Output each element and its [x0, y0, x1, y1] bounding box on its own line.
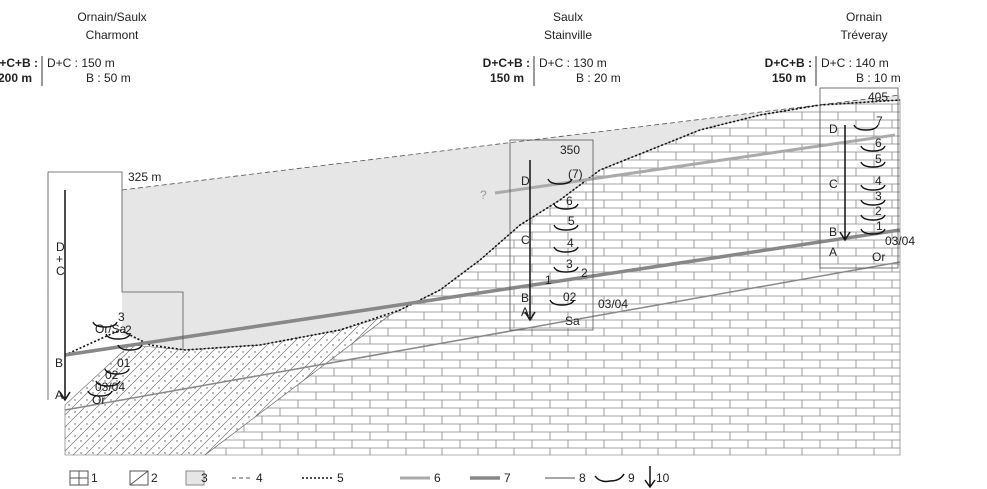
profile-label: 5 [875, 152, 882, 166]
profile-label: 4 [567, 236, 574, 250]
legend-label: 8 [579, 471, 586, 485]
diagram: Ornain/SaulxCharmontD+C+B :200 mD+C : 15… [0, 0, 987, 489]
profile-label: (7) [568, 167, 583, 181]
legend-label: 4 [256, 471, 263, 485]
profile-label: 03/04 [598, 297, 628, 311]
profile-label: C [829, 177, 838, 191]
river: Saulx [553, 10, 583, 24]
legend-symbol [70, 471, 88, 485]
b-thickness: B : 20 m [576, 71, 621, 85]
total: 150 m [490, 71, 524, 85]
legend-label: 5 [337, 471, 344, 485]
profile-label: 03/04 [95, 380, 125, 394]
b-thickness: B : 50 m [86, 71, 131, 85]
profile-label: 02 [563, 290, 577, 304]
dc-thickness: D+C : 140 m [821, 56, 889, 70]
profile-label: 350 [560, 143, 580, 157]
profile-label: 2 [875, 204, 882, 218]
profile-label: C [56, 264, 65, 278]
geology [48, 88, 900, 455]
profile-label: Or/Sa [95, 322, 127, 336]
total-label: D+C+B : [483, 56, 530, 70]
river: Ornain [846, 10, 882, 24]
profile-label: B [521, 291, 529, 305]
profile-label: 6 [566, 194, 573, 208]
profile-label: A [521, 305, 529, 319]
legend-symbol [595, 474, 624, 481]
legend-label: 1 [91, 471, 98, 485]
profile-label: 5 [568, 214, 575, 228]
profile-label: 03/04 [885, 234, 915, 248]
profile-label: 01 [117, 356, 131, 370]
legend-label: 3 [201, 471, 208, 485]
legend-symbol [130, 471, 148, 485]
site: Stainville [544, 28, 592, 42]
profile-label: 2 [581, 266, 588, 280]
profile-label: 2 [125, 323, 132, 337]
legend-label: 9 [628, 471, 635, 485]
profile-label: Or [872, 250, 885, 264]
dc-thickness: D+C : 130 m [539, 56, 607, 70]
profile-label: D [521, 174, 530, 188]
legend-label: 7 [504, 471, 511, 485]
total: 200 m [0, 71, 32, 85]
profile-label: B [829, 225, 837, 239]
legend-label: 6 [434, 471, 441, 485]
profile-label: 1 [876, 219, 883, 233]
profile-label: 325 m [128, 170, 161, 184]
profile-label: 1 [545, 273, 552, 287]
site: Charmont [86, 28, 139, 42]
profile-label: 4 [875, 174, 882, 188]
profile-label: Sa [565, 314, 580, 328]
total-label: D+C+B : [765, 56, 812, 70]
profile-label: 3 [566, 257, 573, 271]
profile-label: C [521, 233, 530, 247]
total: 150 m [772, 71, 806, 85]
dc-thickness: D+C : 150 m [47, 56, 115, 70]
site: Tréveray [841, 28, 888, 42]
profile-label: A [55, 388, 63, 402]
b-thickness: B : 10 m [856, 71, 901, 85]
legend-symbol [645, 466, 655, 487]
profile-label: A [829, 245, 837, 259]
profile-label: 3 [118, 310, 125, 324]
profile-label: 6 [875, 136, 882, 150]
profile-label: B [55, 356, 63, 370]
legend-label: 10 [656, 471, 670, 485]
profile-label: D [829, 122, 838, 136]
total-label: D+C+B : [0, 56, 38, 70]
profile-label: 405 [868, 90, 888, 104]
profile-label: 3 [875, 189, 882, 203]
legend-label: 2 [151, 471, 158, 485]
river: Ornain/Saulx [77, 10, 146, 24]
profile-label: ? [480, 188, 487, 202]
